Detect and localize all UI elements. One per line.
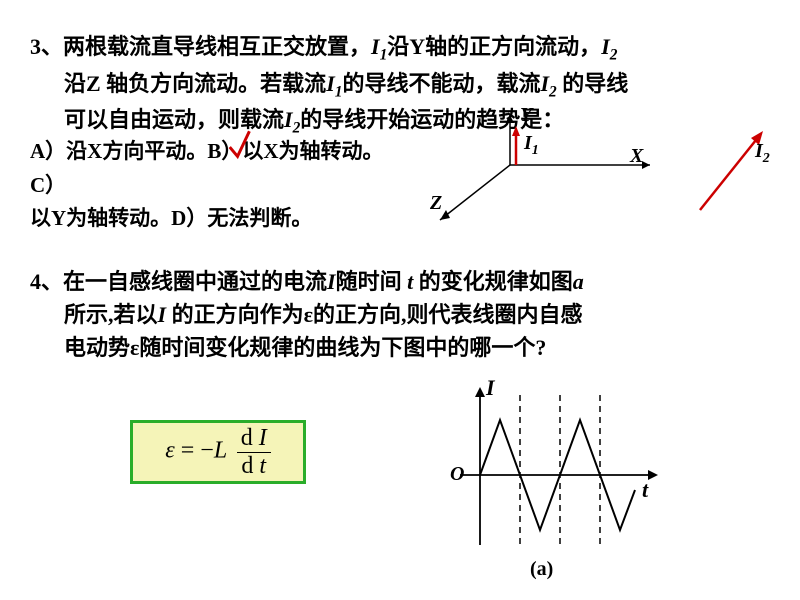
i2-label: I2: [755, 140, 770, 167]
x-label: X: [630, 145, 643, 168]
answer-check-icon: [225, 127, 259, 173]
origin-label: O: [450, 463, 464, 486]
z-label: Z: [430, 192, 442, 215]
i-axis-label: I: [486, 375, 495, 401]
q4-graph: I O t: [420, 375, 680, 575]
q3-num: 3、: [30, 34, 63, 59]
y-label: Y: [520, 104, 532, 127]
figure-caption: (a): [530, 558, 553, 581]
q3-diagram: Y X Z I1 I2: [420, 110, 780, 250]
q4-text: 4、在一自感线圈中通过的电流I随时间 t 的变化规律如图a 所示,若以I 的正方…: [30, 265, 770, 364]
formula: ε = −L d I d t: [165, 425, 270, 479]
q4-num: 4、: [30, 269, 63, 294]
t-axis-label: t: [642, 477, 648, 503]
opt-c: C）: [30, 173, 66, 197]
opt-c2: 以Y为轴转动。: [30, 206, 171, 230]
opt-a: A）沿X方向平动。: [30, 139, 207, 163]
opt-d: D）无法判断。: [171, 206, 312, 230]
formula-box: ε = −L d I d t: [130, 420, 306, 484]
q3-options: A）沿X方向平动。B）以X为轴转动。C） 以Y为轴转动。D）无法判断。: [30, 135, 410, 236]
i1-label: I1: [524, 132, 539, 159]
